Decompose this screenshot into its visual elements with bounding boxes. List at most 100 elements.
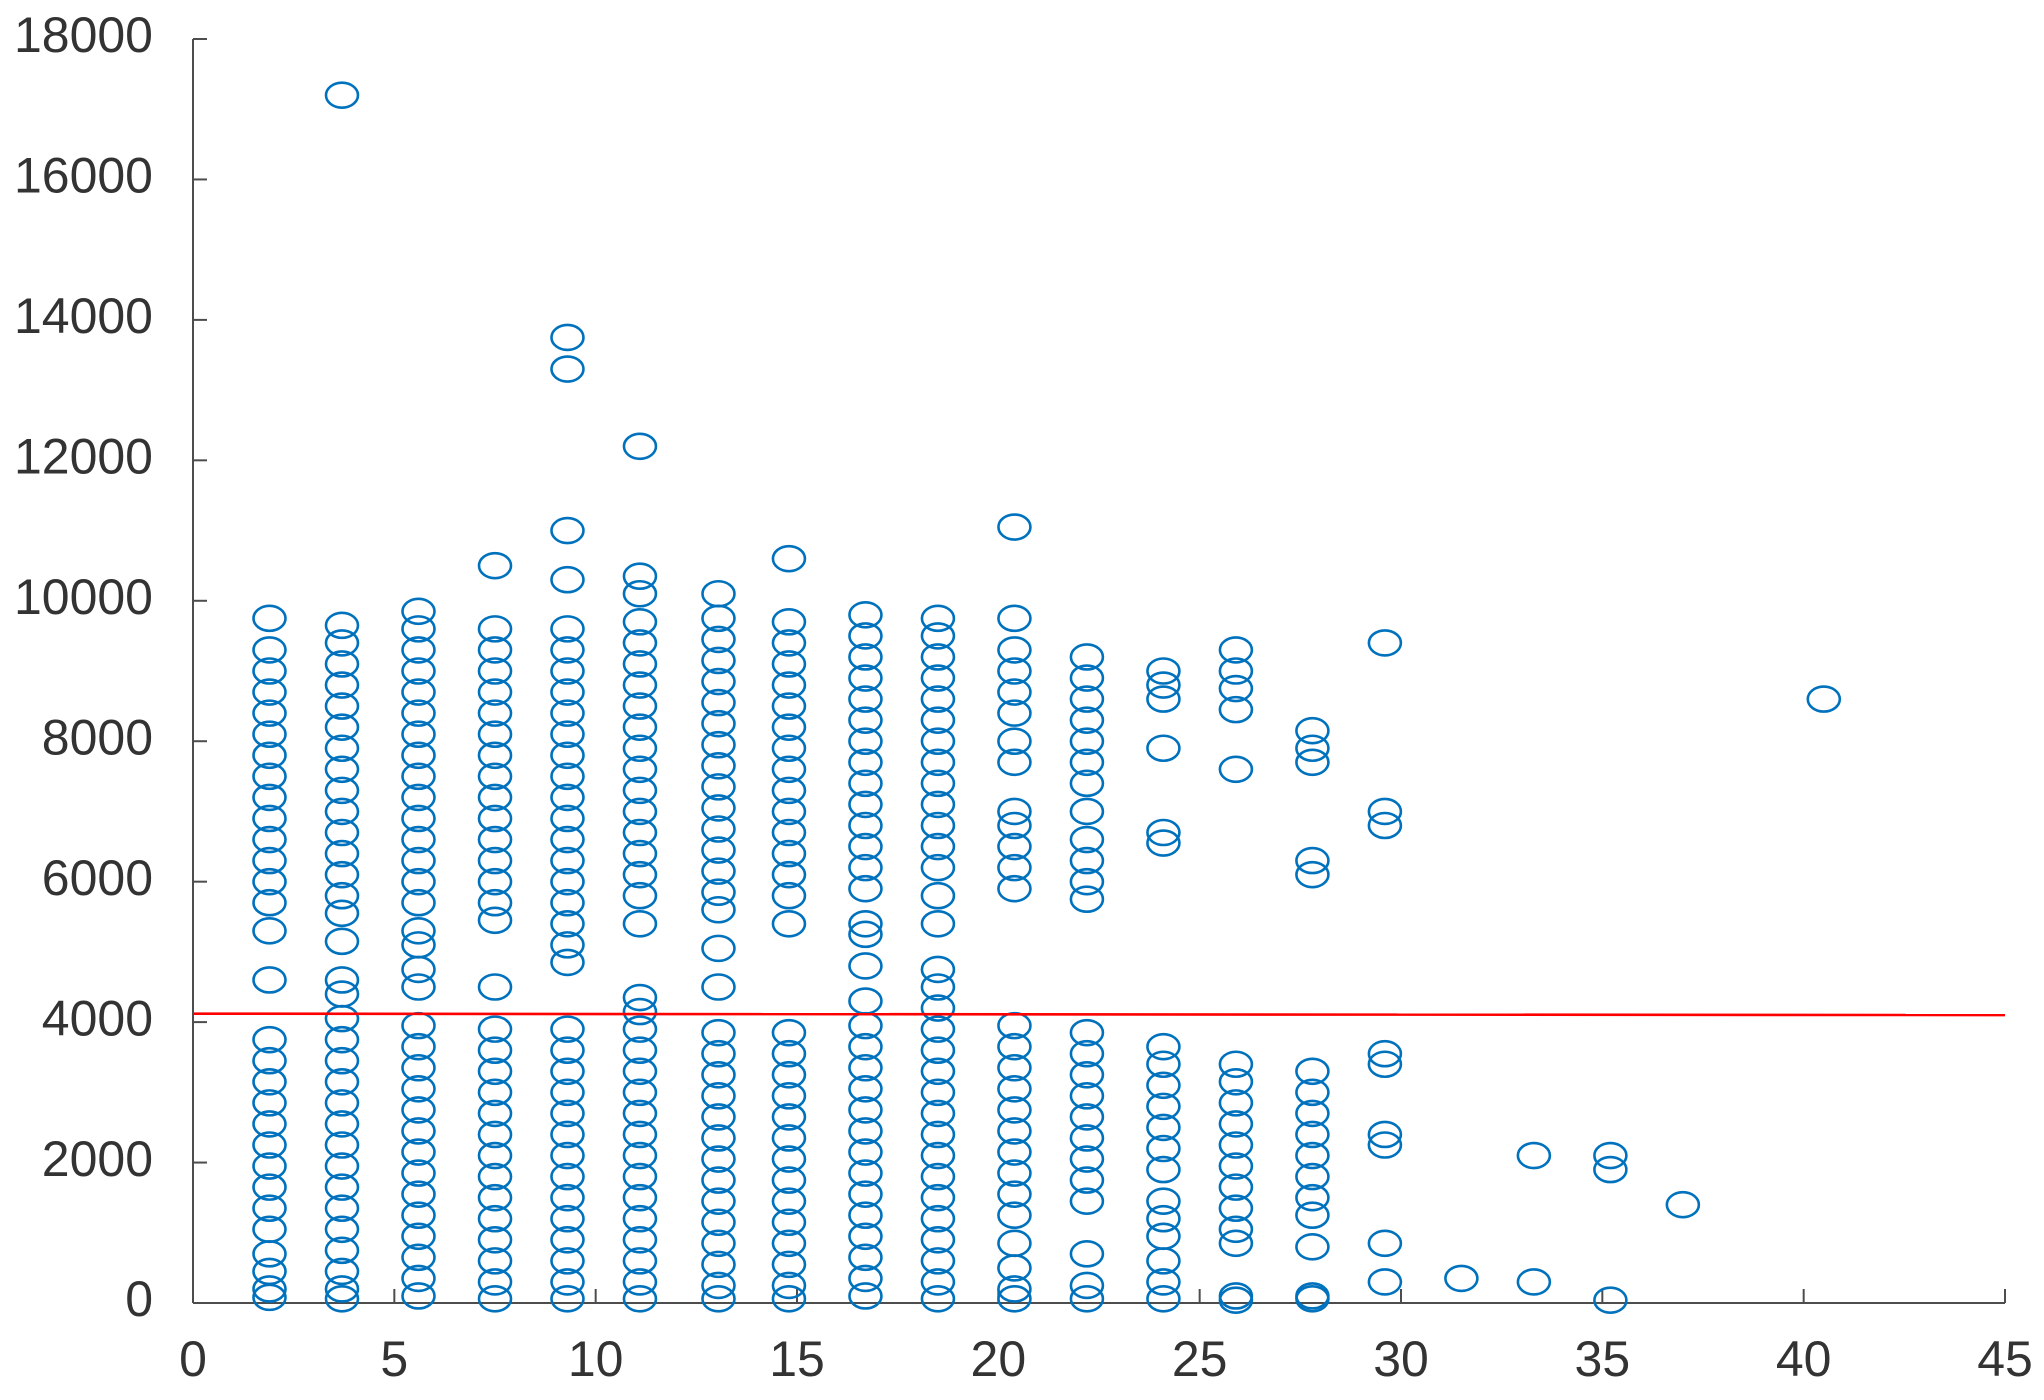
y-tick-label: 6000 xyxy=(42,850,153,906)
scatter-point xyxy=(997,1117,1032,1145)
scatter-point xyxy=(771,881,807,910)
scatter-point xyxy=(477,615,513,643)
scatter-point xyxy=(401,917,436,945)
scatter-point xyxy=(1218,1194,1254,1222)
scatter-point xyxy=(550,931,585,959)
scatter-point xyxy=(252,720,287,749)
scatter-point xyxy=(324,734,360,763)
scatter-point xyxy=(622,562,658,591)
scatter-point xyxy=(401,1264,436,1293)
scatter-point xyxy=(1295,1078,1330,1107)
scatter-point xyxy=(252,804,287,833)
scatter-point xyxy=(997,604,1032,633)
scatter-point xyxy=(622,1057,658,1086)
scatter-point xyxy=(771,1229,807,1258)
scatter-point xyxy=(997,832,1032,861)
x-tick-label: 30 xyxy=(1373,1331,1429,1387)
scatter-point xyxy=(550,1141,585,1170)
scatter-point xyxy=(252,1025,287,1054)
scatter-point xyxy=(920,604,956,633)
scatter-point xyxy=(771,544,807,573)
scatter-point xyxy=(1069,1060,1105,1089)
scatter-point xyxy=(1295,734,1330,763)
y-tick-label: 8000 xyxy=(42,709,153,765)
scatter-point xyxy=(920,853,956,882)
scatter-point xyxy=(771,1060,807,1089)
scatter-point xyxy=(1218,755,1254,784)
scatter-point xyxy=(701,895,736,924)
scatter-point xyxy=(324,1194,360,1222)
scatter-point xyxy=(1218,674,1254,703)
scatter-point xyxy=(477,1099,513,1128)
scatter-point xyxy=(1295,1233,1330,1261)
scatter-point xyxy=(550,615,585,643)
scatter-point xyxy=(1295,860,1330,889)
scatter-point xyxy=(324,611,360,640)
scatter-point xyxy=(622,776,658,805)
scatter-point xyxy=(701,1166,736,1194)
scatter-point xyxy=(477,1036,513,1064)
scatter-point xyxy=(622,608,658,636)
scatter-point xyxy=(622,1036,658,1064)
scatter-point xyxy=(324,1236,360,1265)
scatter-point xyxy=(477,1015,513,1043)
scatter-point xyxy=(701,794,736,822)
scatter-point xyxy=(1146,671,1181,699)
x-tick-label: 45 xyxy=(1977,1331,2033,1387)
scatter-point xyxy=(1069,1240,1105,1268)
scatter-point xyxy=(252,917,287,945)
scatter-point xyxy=(550,516,585,545)
scatter-point xyxy=(324,1131,360,1159)
scatter-point xyxy=(771,1166,807,1194)
scatter-point xyxy=(550,565,585,594)
scatter-point xyxy=(848,874,883,903)
scatter-point xyxy=(848,1117,883,1145)
scatter-point xyxy=(997,1053,1032,1082)
scatter-point xyxy=(1069,748,1105,777)
scatter-point xyxy=(1218,1173,1254,1201)
scatter-point xyxy=(1516,1268,1552,1296)
scatter-point xyxy=(324,927,360,956)
scatter-point xyxy=(701,1082,736,1110)
scatter-point xyxy=(701,646,736,675)
scatter-point xyxy=(771,713,807,741)
scatter-point xyxy=(622,1015,658,1043)
scatter-point xyxy=(477,888,513,917)
y-tick-label: 16000 xyxy=(14,148,153,204)
scatter-point xyxy=(771,1103,807,1131)
scatter-point xyxy=(1069,1018,1105,1047)
scatter-point xyxy=(401,1201,436,1230)
scatter-point xyxy=(550,1036,585,1064)
scatter-point xyxy=(1069,769,1105,798)
scatter-point xyxy=(848,1032,883,1061)
scatter-point xyxy=(550,783,585,812)
scatter-point xyxy=(920,1226,956,1254)
scatter-point xyxy=(848,1201,883,1230)
scatter-point xyxy=(550,1204,585,1233)
scatter-point xyxy=(848,601,883,629)
scatter-point xyxy=(771,839,807,868)
scatter-point xyxy=(1367,797,1403,826)
scatter-point xyxy=(1146,734,1181,763)
scatter-point xyxy=(1069,885,1105,914)
scatter-point xyxy=(848,1264,883,1293)
scatter-point xyxy=(550,762,585,791)
scatter-point xyxy=(477,846,513,875)
scatter-point xyxy=(252,741,287,770)
scatter-point xyxy=(324,1004,360,1033)
scatter-point xyxy=(771,1018,807,1047)
scatter-point xyxy=(401,1138,436,1166)
scatter-point xyxy=(848,811,883,840)
scatter-point xyxy=(848,987,883,1015)
scatter-point xyxy=(920,1015,956,1043)
scatter-point xyxy=(550,1268,585,1296)
scatter-point xyxy=(771,1145,807,1173)
scatter-point xyxy=(401,762,436,791)
scatter-point xyxy=(252,1046,287,1075)
scatter-point xyxy=(920,685,956,713)
scatter-point xyxy=(477,720,513,749)
scatter-point xyxy=(550,636,585,664)
scatter-point xyxy=(701,1060,736,1089)
scatter-point xyxy=(920,955,956,984)
